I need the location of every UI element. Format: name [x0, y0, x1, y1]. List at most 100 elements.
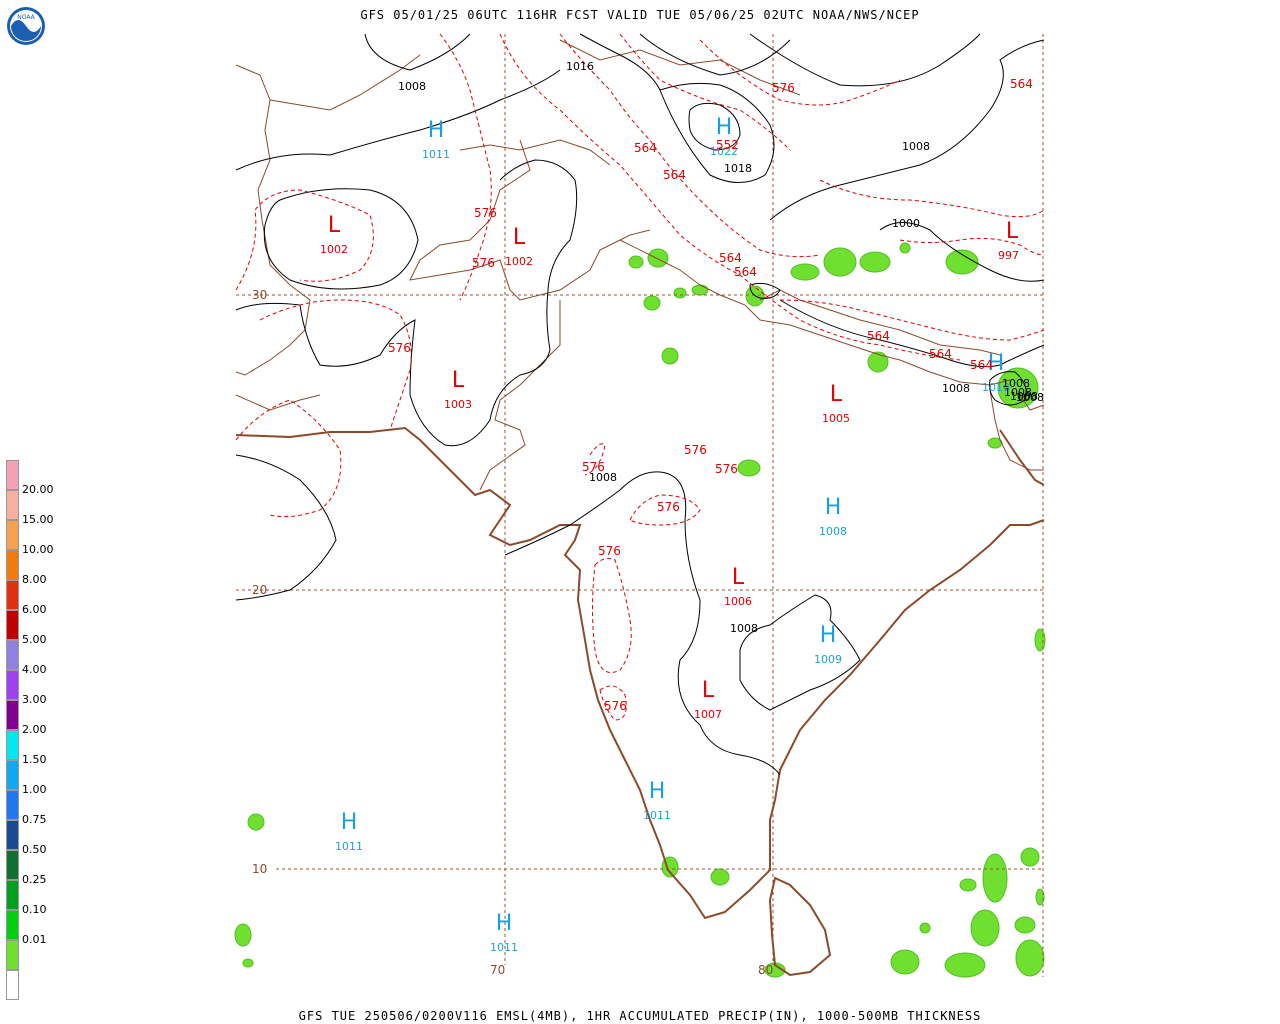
pressure-value: 1008 — [819, 525, 847, 538]
thickness-label: 576 — [772, 81, 795, 95]
precip-patch — [673, 287, 687, 299]
legend-item: 3.00 — [6, 693, 66, 730]
border-path — [1019, 394, 1045, 411]
pressure-value: 997 — [998, 249, 1019, 262]
isobar-label: 1018 — [724, 162, 752, 175]
logo-text: NOAA — [17, 14, 35, 21]
high-pressure-marker: H — [988, 351, 1005, 376]
precip-patch — [628, 255, 644, 269]
pressure-value: 1006 — [724, 595, 752, 608]
legend-item — [6, 970, 66, 1000]
precip-patch — [970, 909, 1000, 947]
isobar-label: 1008 — [1016, 391, 1044, 404]
legend-item: 1.00 — [6, 783, 66, 820]
thickness-line — [599, 685, 627, 721]
coast-path-east — [999, 429, 1045, 486]
precip-patch — [790, 263, 820, 281]
border-path — [759, 289, 1001, 356]
lon-label-70: 70 — [490, 963, 505, 977]
precip-patch — [959, 878, 977, 892]
thickness-label: 576 — [472, 256, 495, 270]
legend-swatch — [6, 850, 19, 880]
legend-swatch — [6, 910, 19, 940]
high-pressure-marker: H — [649, 779, 666, 804]
pressure-value: 1002 — [505, 255, 533, 268]
thickness-labels: 576 564 564 552 564 576 576 564 564 576 … — [388, 77, 1033, 713]
thickness-label: 576 — [582, 460, 605, 474]
thickness-line — [592, 557, 632, 673]
thickness-label: 576 — [598, 544, 621, 558]
low-pressure-marker: L — [702, 678, 715, 703]
legend-item: 0.01 — [6, 933, 66, 970]
high-pressure-marker: H — [825, 495, 842, 520]
isobar-label: 1008 — [942, 382, 970, 395]
coastline — [235, 426, 1045, 977]
legend-swatch — [6, 580, 19, 610]
isobar-line — [739, 594, 861, 711]
high-pressure-marker: H — [428, 118, 445, 143]
border-path — [989, 389, 1044, 471]
isobar-labels: 1008 1016 1008 1018 1008 1000 1008 1008 … — [398, 60, 1044, 635]
legend-swatch — [6, 640, 19, 670]
isobar-line — [749, 33, 981, 87]
isobar-label: 1008 — [1002, 377, 1030, 390]
legend-item: 5.00 — [6, 633, 66, 670]
thickness-line — [259, 299, 412, 431]
isobar-label: 1008 — [1004, 386, 1032, 399]
thickness-label: 564 — [929, 347, 952, 361]
legend-label: 1.00 — [22, 783, 47, 796]
legend-swatch — [6, 520, 19, 550]
legend-label: 2.00 — [22, 723, 47, 736]
thickness-line — [819, 179, 1045, 218]
legend-label: 1.50 — [22, 753, 47, 766]
isobar-line — [579, 33, 775, 183]
thickness-line — [619, 33, 791, 151]
isobar-line — [688, 102, 741, 151]
thickness-line — [629, 494, 701, 526]
precip-patch — [899, 242, 911, 254]
precip-patch — [247, 813, 265, 831]
high-pressure-marker: H — [496, 911, 513, 936]
legend-swatch — [6, 760, 19, 790]
legend-item: 6.00 — [6, 603, 66, 640]
legend-item: 15.00 — [6, 513, 66, 550]
borders — [235, 39, 1045, 491]
precip-patch — [737, 459, 761, 477]
legend-swatch — [6, 700, 19, 730]
lon-label-80: 80 — [758, 963, 773, 977]
legend-label: 0.75 — [22, 813, 47, 826]
border-path — [235, 64, 311, 376]
legend-label: 5.00 — [22, 633, 47, 646]
thickness-line — [439, 33, 492, 301]
legend-swatch — [6, 880, 19, 910]
precip-patch — [890, 949, 920, 975]
legend-item: 2.00 — [6, 723, 66, 760]
precip-patch — [859, 251, 891, 273]
legend-label: 0.50 — [22, 843, 47, 856]
pressure-value: 1002 — [320, 243, 348, 256]
legend-swatch — [6, 730, 19, 760]
thickness-line — [779, 299, 1045, 341]
precip-patch — [919, 922, 931, 934]
precip-patch — [944, 952, 986, 978]
thickness-line — [699, 39, 901, 106]
border-path — [619, 239, 1011, 386]
isobar-line — [364, 33, 471, 71]
precip-patch — [945, 249, 979, 275]
legend-item: 0.75 — [6, 813, 66, 850]
thickness-label: 564 — [634, 141, 657, 155]
low-pressure-marker: L — [452, 368, 465, 393]
lat-label-20: 20 — [252, 583, 267, 597]
border-path — [559, 39, 801, 96]
high-pressure-marker: H — [820, 623, 837, 648]
precip-patch — [647, 248, 669, 268]
isobar-line — [639, 33, 791, 76]
legend-item: 8.00 — [6, 573, 66, 610]
map-area: 30 20 10 70 80 H 1011 H 1022 L 1002 L 1002 L 997 L… — [234, 33, 1046, 978]
low-pressure-marker: L — [830, 382, 843, 407]
legend-item: 0.50 — [6, 843, 66, 880]
map-caption: GFS TUE 250506/0200V116 EMSL(4MB), 1HR A… — [298, 1009, 982, 1023]
legend-label: 0.25 — [22, 873, 47, 886]
isobar-line — [769, 39, 1045, 221]
